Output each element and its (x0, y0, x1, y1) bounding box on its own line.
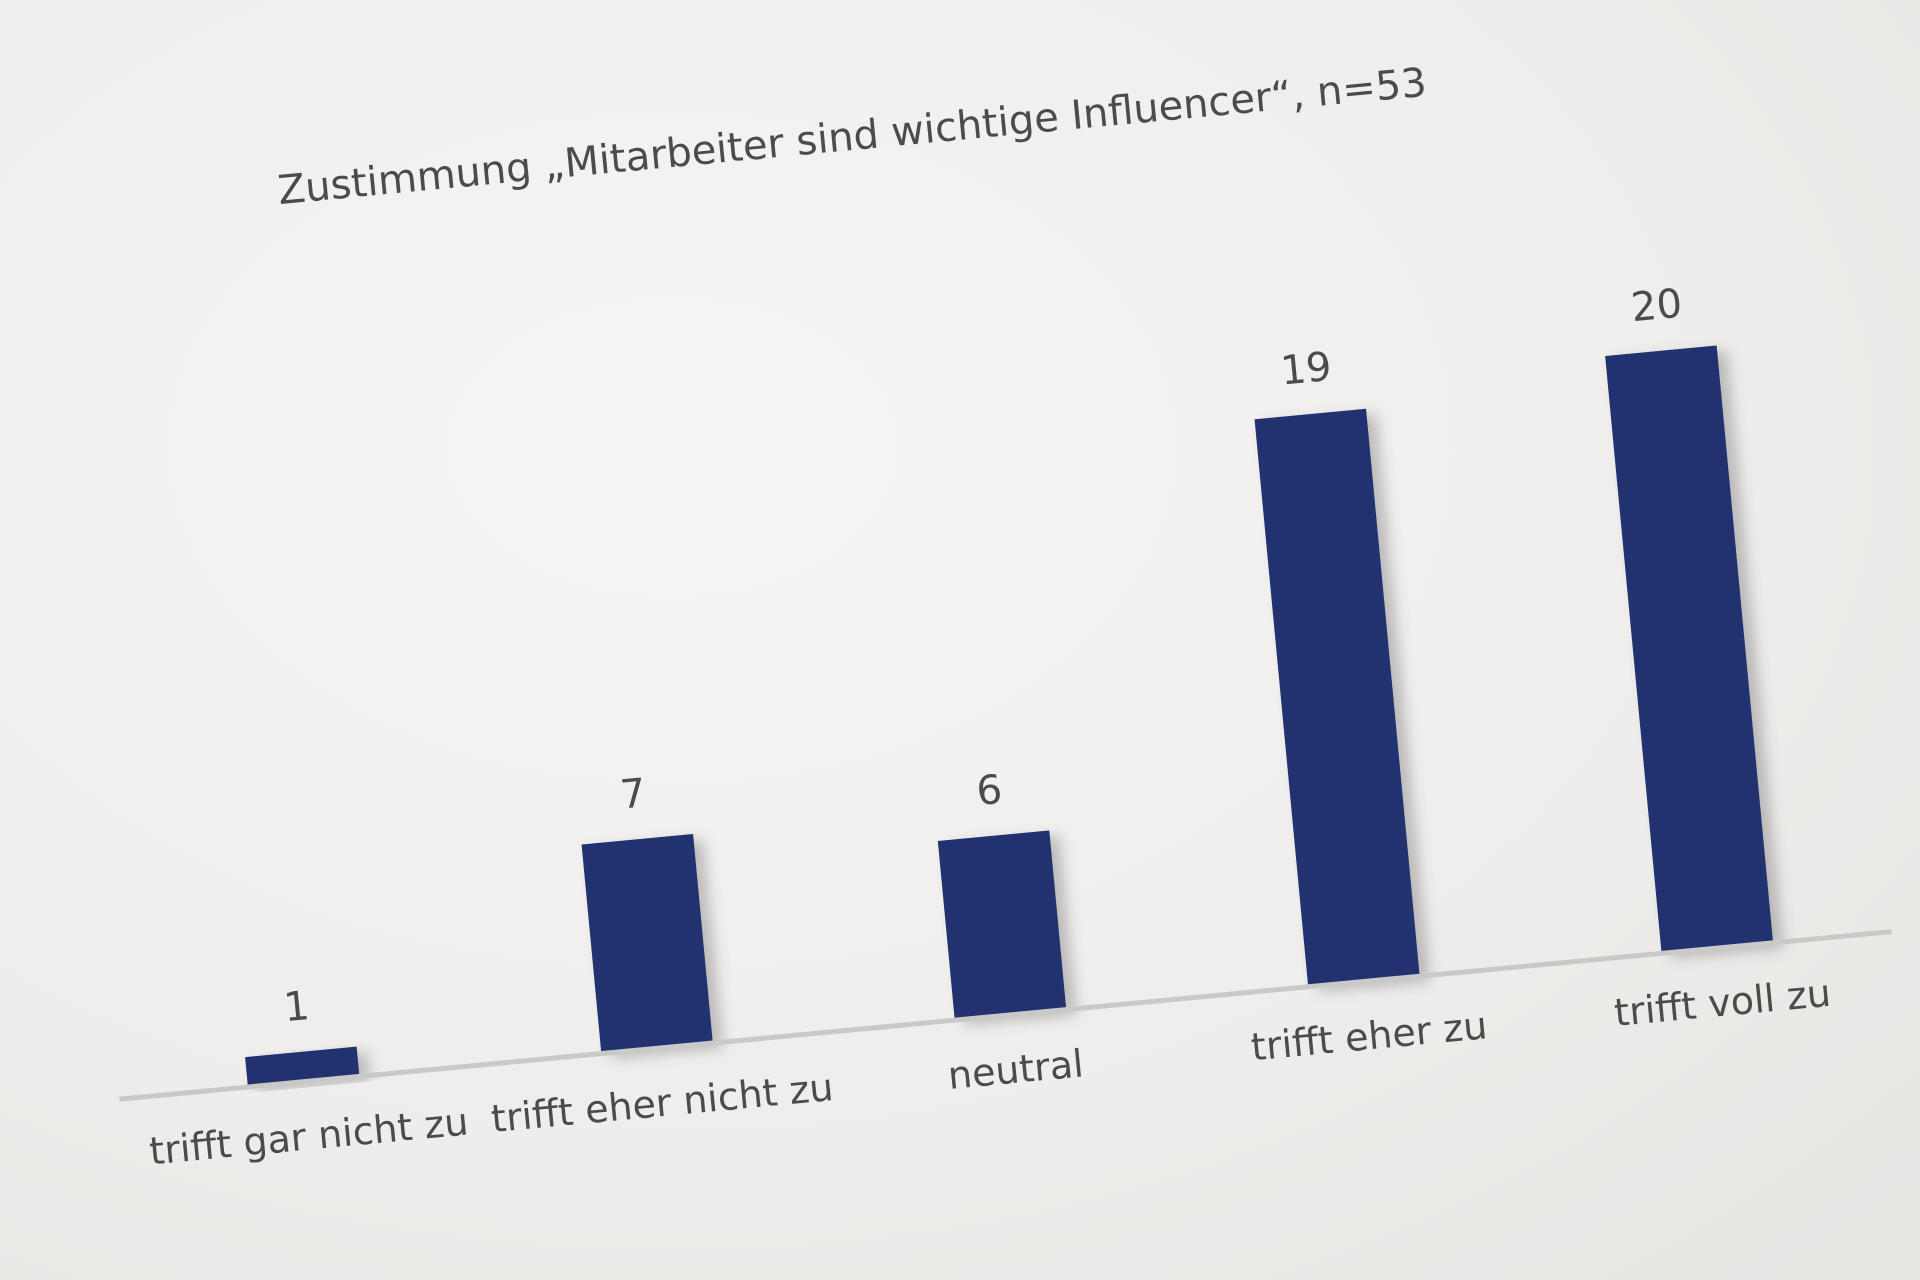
x-axis-line (119, 929, 1892, 1102)
category-label: trifft eher nicht zu (489, 1065, 835, 1141)
bar (1254, 408, 1420, 987)
value-label: 6 (974, 767, 1004, 815)
value-label: 1 (282, 983, 312, 1031)
value-label: 19 (1279, 344, 1334, 395)
value-label: 7 (618, 770, 648, 818)
bar (1605, 345, 1774, 954)
category-label: trifft gar nicht zu (147, 1100, 470, 1174)
value-label: 20 (1629, 281, 1684, 332)
bar (937, 830, 1067, 1021)
category-label: trifft voll zu (1612, 971, 1832, 1035)
chart-title: Zustimmung „Mitarbeiter sind wichtige In… (276, 60, 1429, 214)
category-label: trifft eher zu (1249, 1003, 1489, 1069)
category-label: neutral (946, 1041, 1085, 1098)
bar (581, 833, 713, 1054)
